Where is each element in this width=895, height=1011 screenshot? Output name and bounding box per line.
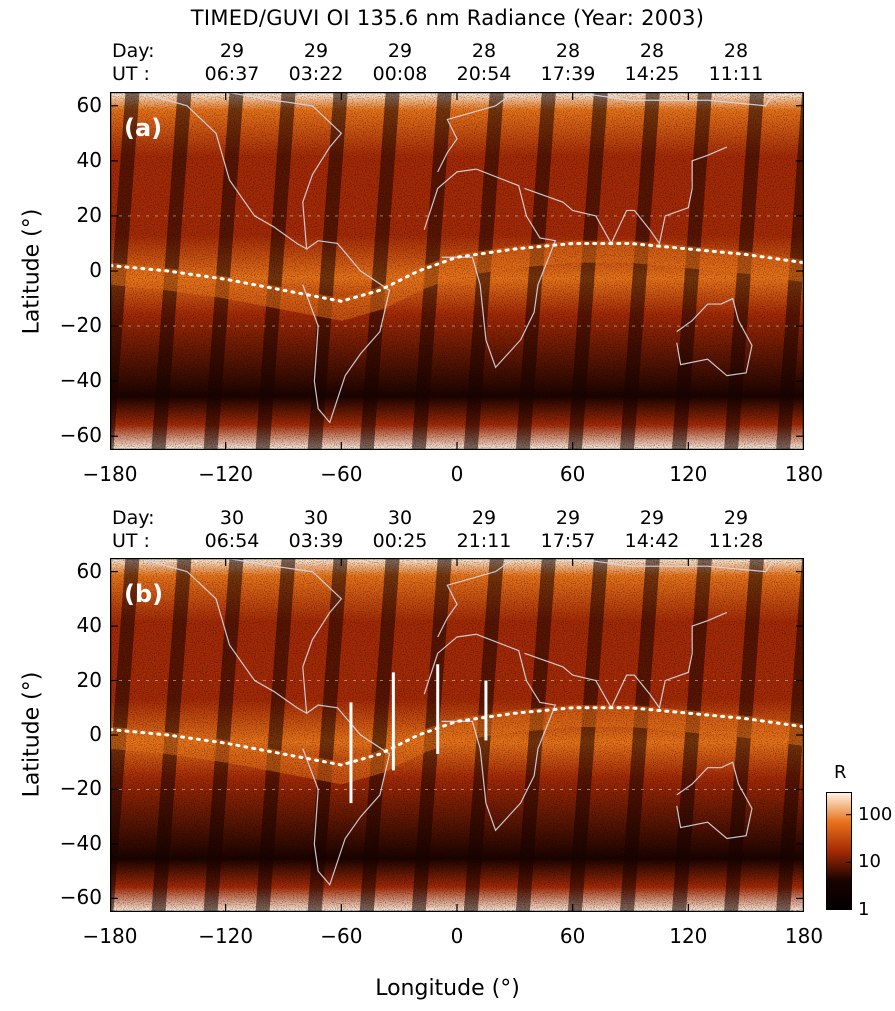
y-tick-label: −20 [59, 313, 102, 338]
panel-a-plot-area: (a) [110, 92, 804, 450]
x-axis-label: Longitude (°) [375, 976, 520, 1001]
magnetic-equator-line [110, 241, 804, 303]
orbit-ut-label: 06:37 [204, 63, 260, 85]
orbit-ut-label: 06:54 [204, 530, 260, 552]
colorbar-gradient [826, 792, 852, 910]
coastlines [138, 558, 776, 886]
panel-a-day-row-label: Day: [112, 40, 155, 62]
orbit-ut-label: 03:39 [288, 530, 344, 552]
coastline [676, 297, 753, 377]
orbit-ut-label: 11:28 [708, 530, 764, 552]
orbit-ut-label: 14:42 [624, 530, 680, 552]
x-tick-label: −60 [320, 462, 363, 486]
x-tick-label: 60 [559, 924, 586, 948]
panel-label: (a) [124, 114, 162, 142]
colorbar-tick-label: 100 [858, 803, 893, 825]
colorbar-tick-label: 10 [858, 851, 881, 873]
orbit-day-label: 29 [555, 507, 581, 529]
x-tick-label: 180 [784, 924, 824, 948]
colorbar-unit-label: R [834, 762, 847, 783]
orbit-day-label: 30 [387, 507, 413, 529]
y-tick-label: −40 [59, 368, 102, 393]
orbit-ut-label: 20:54 [456, 63, 512, 85]
x-tick-label: −180 [82, 924, 138, 948]
orbit-ut-label: 03:22 [288, 63, 344, 85]
orbit-ut-label: 21:11 [456, 530, 512, 552]
y-tick-label: 0 [89, 722, 102, 746]
orbit-day-label: 29 [303, 40, 329, 62]
panel-b-y-axis-label: Latitude (°) [19, 671, 45, 798]
orbit-ut-label: 00:08 [372, 63, 428, 85]
x-tick-label: −60 [320, 924, 363, 948]
orbit-day-label: 30 [219, 507, 245, 529]
panel-b-ut-row-label: UT : [112, 530, 150, 552]
orbit-day-label: 28 [723, 40, 749, 62]
coastline [676, 761, 753, 840]
x-tick-label: 120 [669, 924, 708, 948]
panel-label: (b) [124, 580, 163, 608]
coastlines [138, 92, 776, 424]
y-tick-label: 40 [76, 147, 102, 172]
orbit-day-label: 29 [639, 507, 665, 529]
coastline [437, 92, 776, 173]
panel-b-plot-area: (b) [110, 558, 804, 912]
x-tick-label: −120 [198, 462, 254, 486]
coastline [437, 558, 776, 638]
x-tick-label: 0 [450, 924, 464, 948]
y-tick-label: 60 [76, 92, 102, 117]
coastline [524, 146, 728, 245]
y-tick-label: 20 [76, 202, 102, 227]
orbit-day-label: 29 [387, 40, 413, 62]
figure-title: TIMED/GUVI OI 135.6 nm Radiance (Year: 2… [190, 6, 705, 30]
x-tick-label: 60 [559, 462, 586, 486]
orbit-ut-label: 17:57 [540, 530, 596, 552]
x-tick-label: 0 [450, 462, 464, 486]
orbit-day-label: 29 [219, 40, 245, 62]
orbit-ut-label: 00:25 [372, 530, 428, 552]
y-tick-label: −40 [59, 830, 102, 855]
panel-b-day-row-label: Day: [112, 507, 155, 529]
panel-a-ut-row-label: UT : [112, 63, 150, 85]
orbit-day-label: 28 [471, 40, 497, 62]
coastline [138, 558, 343, 715]
colorbar-fill [826, 792, 852, 910]
orbit-ut-label: 17:39 [540, 63, 596, 85]
y-tick-label: 0 [89, 258, 102, 282]
coastline [423, 168, 557, 369]
coastline [302, 704, 391, 886]
noise-overlay [110, 92, 804, 450]
x-tick-label: 120 [669, 462, 708, 486]
orbit-day-label: 29 [723, 507, 749, 529]
orbit-ut-label: 14:25 [624, 63, 680, 85]
x-tick-label: −180 [82, 462, 138, 486]
y-tick-label: −60 [59, 885, 102, 910]
x-tick-label: −120 [198, 924, 254, 948]
orbit-ut-label: 11:11 [708, 63, 764, 85]
x-tick-label: 180 [784, 462, 824, 486]
coastline [423, 633, 557, 832]
orbit-day-label: 29 [471, 507, 497, 529]
panel-a-y-axis-label: Latitude (°) [19, 208, 45, 335]
colorbar-tick-label: 1 [858, 899, 870, 920]
coastline [302, 240, 391, 424]
y-tick-label: 60 [76, 558, 102, 583]
y-tick-label: −20 [59, 776, 102, 801]
orbit-day-label: 28 [555, 40, 581, 62]
y-tick-label: −60 [59, 423, 102, 448]
y-tick-label: 20 [76, 667, 102, 692]
coastline [524, 611, 728, 710]
noise-overlay [110, 558, 804, 912]
orbit-day-label: 28 [639, 40, 665, 62]
y-tick-label: 40 [76, 613, 102, 638]
orbit-day-label: 30 [303, 507, 329, 529]
